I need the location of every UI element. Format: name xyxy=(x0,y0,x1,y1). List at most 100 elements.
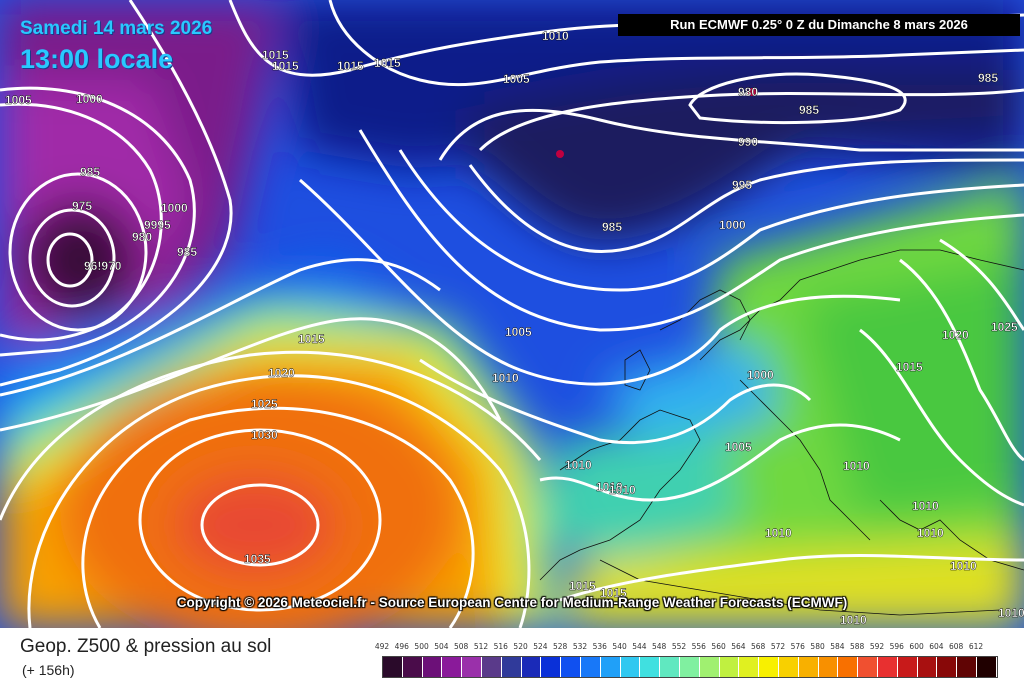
color-scale-label: 572 xyxy=(770,642,786,651)
color-scale-swatch xyxy=(383,657,402,677)
isobar-label: 1025 xyxy=(251,397,278,411)
isobar-label: 1015 xyxy=(262,48,289,62)
color-scale-label: 564 xyxy=(731,642,746,651)
isobar-label: 1010 xyxy=(596,480,623,494)
isobar-label: 1015 xyxy=(569,579,596,593)
color-scale: 492 496 500 504 508 512 516 520 524 528 532 536 540 5… xyxy=(375,642,1002,678)
color-scale-swatch xyxy=(937,657,957,677)
isobar-label: 1010 xyxy=(912,499,939,513)
color-scale-label: 512 xyxy=(473,642,489,651)
color-scale-label: 608 xyxy=(949,642,964,651)
isobar-label: 1000 xyxy=(747,368,774,382)
isobar-label: 1000 xyxy=(76,92,103,106)
color-scale-swatch xyxy=(719,657,739,677)
copyright-notice: Copyright © 2026 Meteociel.fr - Source E… xyxy=(176,595,848,610)
color-scale-label: 508 xyxy=(454,642,469,651)
color-scale-swatch xyxy=(897,657,917,677)
isobar-label: 985 xyxy=(177,245,197,259)
isobar-label: 990 xyxy=(738,135,758,149)
color-scale-label: 540 xyxy=(612,642,627,651)
isobar-label: 1015 xyxy=(298,332,325,346)
isobar-label: 1010 xyxy=(565,458,592,472)
color-scale-label: 584 xyxy=(830,642,845,651)
isobar-label: 1000 xyxy=(161,201,188,215)
color-scale-swatch xyxy=(660,657,679,677)
color-scale-label: 576 xyxy=(790,642,805,651)
color-scale-swatch xyxy=(858,657,877,677)
color-scale-label: 556 xyxy=(691,642,706,651)
model-run-banner: Run ECMWF 0.25° 0 Z du Dimanche 8 mars 2… xyxy=(618,14,1020,36)
isobar-label: 1005 xyxy=(5,93,32,107)
color-scale-swatch xyxy=(798,657,818,677)
isobar-label: 975 xyxy=(72,199,92,213)
color-scale-swatch xyxy=(541,657,561,677)
color-scale-label: 580 xyxy=(810,642,825,651)
isobar-label: 985 xyxy=(799,103,819,117)
color-scale-swatch xyxy=(818,657,838,677)
map-caption: Geop. Z500 & pression au sol xyxy=(20,636,272,657)
color-scale-swatch xyxy=(877,657,897,677)
color-scale-label: 568 xyxy=(751,642,766,651)
pressure-map: 1015 1010 1015 1015 1015 1005 1000 1005 … xyxy=(0,0,1024,628)
color-scale-label: 536 xyxy=(592,642,607,651)
isobar-label: 1015 xyxy=(272,59,299,73)
isobar-label: 1010 xyxy=(542,29,569,43)
isobar-label: 980 xyxy=(738,85,758,99)
isobar-label: 1015 xyxy=(600,586,627,600)
color-scale-swatch xyxy=(620,657,640,677)
color-scale-swatch xyxy=(917,657,937,677)
color-scale-swatch xyxy=(462,657,481,677)
color-scale-label: 560 xyxy=(711,642,726,651)
isobar-label: 1010 xyxy=(843,459,870,473)
color-scale-swatch xyxy=(976,657,996,677)
color-scale-label: 496 xyxy=(394,642,409,651)
color-scale-swatch xyxy=(521,657,541,677)
color-scale-label: 588 xyxy=(850,642,865,651)
isobar-label: 1010 xyxy=(492,371,519,385)
isobar-label: 1010 xyxy=(840,613,867,627)
color-scale-swatch xyxy=(422,657,442,677)
color-scale-swatch xyxy=(640,657,660,677)
isobar-label: 9995 xyxy=(144,218,171,232)
isobar-label: 1000 xyxy=(719,218,746,232)
color-scale-swatch xyxy=(402,657,422,677)
isobar-label: 1010 xyxy=(998,606,1024,620)
color-scale-label: 548 xyxy=(652,642,667,651)
isobar-label: 1030 xyxy=(251,428,278,442)
isobar-labels: 1015 1010 1015 1015 1015 1005 1000 1005 … xyxy=(5,29,1024,627)
color-scale-label: 612 xyxy=(968,642,984,651)
isobar-label: 1015 xyxy=(896,360,923,374)
color-scale-label: 532 xyxy=(572,642,588,651)
isobar-label: 1010 xyxy=(917,526,944,540)
color-scale-label: 492 xyxy=(374,642,390,651)
color-scale-label: 544 xyxy=(632,642,647,651)
color-scale-label: 516 xyxy=(493,642,508,651)
color-scale-swatch xyxy=(739,657,759,677)
isobar-label: 1025 xyxy=(991,320,1018,334)
isobar-label: 1010 xyxy=(950,559,977,573)
color-scale-swatches xyxy=(382,656,998,678)
isobar-label: 995 xyxy=(732,178,752,192)
color-scale-swatch xyxy=(699,657,719,677)
isobars xyxy=(0,0,1024,628)
color-scale-label: 552 xyxy=(671,642,687,651)
color-scale-label: 504 xyxy=(434,642,449,651)
isobar-label: 985 xyxy=(978,71,998,85)
forecast-time: 13:00 locale xyxy=(20,44,174,74)
color-scale-label: 596 xyxy=(889,642,904,651)
color-scale-label: 604 xyxy=(929,642,944,651)
color-scale-label: 600 xyxy=(909,642,924,651)
forecast-date: Samedi 14 mars 2026 xyxy=(20,18,213,39)
isobar-label: 1010 xyxy=(765,526,792,540)
isobar-label: 1020 xyxy=(268,366,295,380)
color-scale-swatch xyxy=(501,657,521,677)
isobar-label: 1020 xyxy=(942,328,969,342)
color-scale-swatch xyxy=(442,657,462,677)
color-scale-swatch xyxy=(561,657,580,677)
isobar-label: 1015 xyxy=(337,59,364,73)
isobar-label: 1010 xyxy=(609,483,636,497)
color-scale-label: 500 xyxy=(414,642,429,651)
color-scale-swatch xyxy=(580,657,600,677)
isobar-label: 1035 xyxy=(244,552,271,566)
isobar-label: 1005 xyxy=(505,325,532,339)
